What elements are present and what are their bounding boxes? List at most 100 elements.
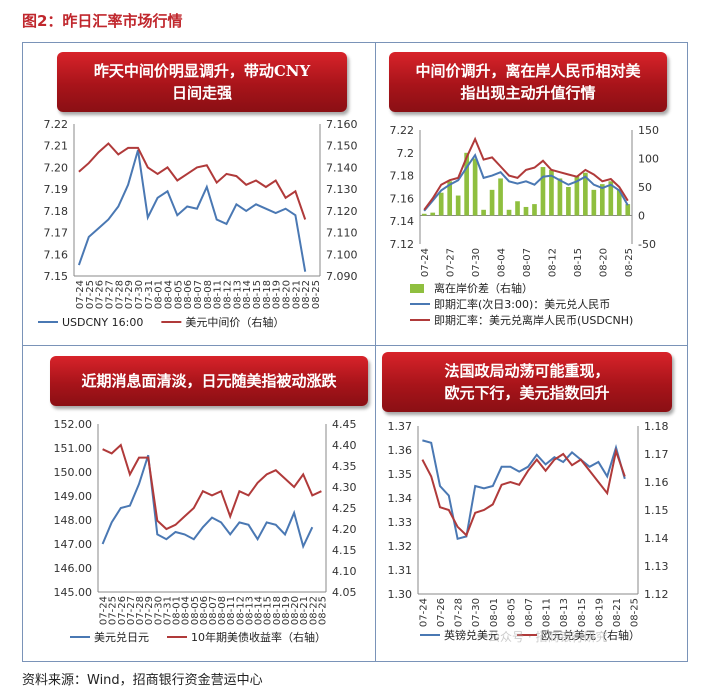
y2-tick-label: 7.150 xyxy=(326,140,358,153)
y-tick-label: 7.14 xyxy=(390,215,415,228)
x-tick-label: 08-13 xyxy=(232,280,243,309)
legend-label: 美元中间价（右轴） xyxy=(185,315,284,329)
series-line-2 xyxy=(102,443,322,531)
x-tick-label: 07-27 xyxy=(446,248,457,277)
legend-label: 离在岸价差（右轴） xyxy=(434,281,533,295)
bar xyxy=(532,204,537,216)
y-tick-label: 152.00 xyxy=(54,418,93,431)
panel-4-banner-line-2: 欧元下行，美元指数回升 xyxy=(444,384,610,402)
x-tick-label: 08-15 xyxy=(573,248,584,277)
x-tick-label: 07-26 xyxy=(436,598,447,627)
panel-4-banner: 法国政局动荡可能重现， 欧元下行，美元指数回升 xyxy=(382,352,672,412)
x-tick-label: 08-08 xyxy=(217,596,228,625)
x-tick-label: 08-18 xyxy=(272,596,283,625)
x-tick-label: 07-27 xyxy=(126,596,137,625)
x-tick-label: 08-20 xyxy=(290,596,301,625)
y-tick-label: 1.30 xyxy=(388,588,413,601)
x-tick-label: 08-25 xyxy=(630,598,641,627)
y2-tick-label: 7.090 xyxy=(326,270,358,283)
legend-label: 即期汇率(次日3:00)：美元兑人民币 xyxy=(434,297,610,311)
x-tick-label: 08-13 xyxy=(244,596,255,625)
bar xyxy=(506,209,512,216)
panel-1-banner-line-1: 昨天中间价明显调升，带动CNY xyxy=(93,62,311,80)
x-tick-label: 07-30 xyxy=(471,248,482,277)
x-tick-label: 08-15 xyxy=(577,598,588,627)
y-tick-label: 149.00 xyxy=(54,490,93,503)
series-line-2 xyxy=(78,142,307,220)
bar xyxy=(625,204,631,216)
y2-tick-label: 0 xyxy=(638,210,645,223)
y-tick-label: 1.33 xyxy=(388,516,413,529)
x-tick-label: 08-18 xyxy=(262,280,273,309)
x-tick-label: 08-15 xyxy=(252,280,263,309)
source-note: 资料来源：Wind，招商银行资金营运中心 xyxy=(22,673,263,688)
y2-tick-label: 4.20 xyxy=(332,523,357,536)
y-tick-label: 7.18 xyxy=(390,170,415,183)
x-tick-label: 07-25 xyxy=(85,280,96,309)
bar xyxy=(421,213,427,216)
y2-tick-label: 7.100 xyxy=(326,248,358,261)
y2-tick-label: 4.15 xyxy=(332,544,357,557)
x-tick-label: 08-14 xyxy=(242,280,253,309)
legend-label: 美元兑日元 xyxy=(94,630,149,644)
series-line-1 xyxy=(422,439,626,541)
y2-tick-label: 7.160 xyxy=(326,118,358,131)
bar xyxy=(464,152,469,216)
bar xyxy=(455,195,461,216)
bar xyxy=(549,169,554,216)
y-tick-label: 7.22 xyxy=(390,124,415,137)
x-tick-label: 08-15 xyxy=(263,596,274,625)
x-tick-label: 07-28 xyxy=(454,598,465,627)
panel-4-banner-line-1: 法国政局动荡可能重现， xyxy=(444,362,610,380)
x-tick-label: 07-31 xyxy=(162,596,173,625)
x-tick-label: 08-12 xyxy=(547,248,558,277)
x-tick-label: 08-01 xyxy=(489,598,500,627)
x-tick-label: 08-08 xyxy=(203,280,214,309)
x-tick-label: 08-21 xyxy=(299,596,310,625)
x-tick-label: 08-05 xyxy=(190,596,201,625)
y-tick-label: 151.00 xyxy=(54,442,93,455)
x-tick-label: 07-24 xyxy=(75,280,86,309)
bar xyxy=(481,209,486,216)
panel-1-banner: 昨天中间价明显调升，带动CNY 日间走强 xyxy=(57,52,347,112)
panel-2-banner-line-1: 中间价调升，离在岸人民币相对美 xyxy=(415,62,641,80)
x-tick-label: 08-11 xyxy=(226,596,237,625)
y-tick-label: 7.15 xyxy=(44,270,69,283)
x-tick-label: 08-25 xyxy=(311,280,322,309)
bar xyxy=(447,181,453,216)
x-tick-label: 08-06 xyxy=(183,280,194,309)
x-tick-label: 08-19 xyxy=(272,280,283,309)
x-tick-label: 08-25 xyxy=(624,248,635,277)
y-tick-label: 1.37 xyxy=(388,420,413,433)
y2-tick-label: -50 xyxy=(638,238,656,251)
y-tick-label: 1.35 xyxy=(388,468,413,481)
x-tick-label: 07-31 xyxy=(144,280,155,309)
x-tick-label: 08-12 xyxy=(235,596,246,625)
x-tick-label: 08-01 xyxy=(172,596,183,625)
x-tick-label: 08-01 xyxy=(154,280,165,309)
y-tick-label: 1.31 xyxy=(388,564,413,577)
x-tick-label: 08-05 xyxy=(173,280,184,309)
bar xyxy=(498,178,503,216)
panel-1-banner-line-2: 日间走强 xyxy=(171,84,232,102)
y-tick-label: 150.00 xyxy=(54,466,93,479)
legend-label: 10年期美债收益率（右轴） xyxy=(191,630,326,644)
y2-tick-label: 4.30 xyxy=(332,481,357,494)
y-tick-label: 1.36 xyxy=(388,444,413,457)
y2-tick-label: 150 xyxy=(638,124,659,137)
bar xyxy=(557,178,563,216)
y-tick-label: 7.12 xyxy=(390,238,415,251)
series-line-2 xyxy=(423,136,629,211)
bar xyxy=(438,192,444,216)
legend-label: USDCNY 16:00 xyxy=(62,316,143,329)
x-tick-label: 07-24 xyxy=(99,596,110,625)
x-tick-label: 08-13 xyxy=(559,598,570,627)
panel-3-banner-line-1: 近期消息面清淡，日元随美指被动涨跌 xyxy=(81,372,337,390)
x-tick-label: 08-11 xyxy=(213,280,224,309)
y2-tick-label: 4.05 xyxy=(332,586,357,599)
x-tick-label: 08-20 xyxy=(282,280,293,309)
x-tick-label: 08-20 xyxy=(598,248,609,277)
series-line-1 xyxy=(423,152,629,212)
x-tick-label: 08-05 xyxy=(506,598,517,627)
y2-tick-label: 7.110 xyxy=(326,227,358,240)
